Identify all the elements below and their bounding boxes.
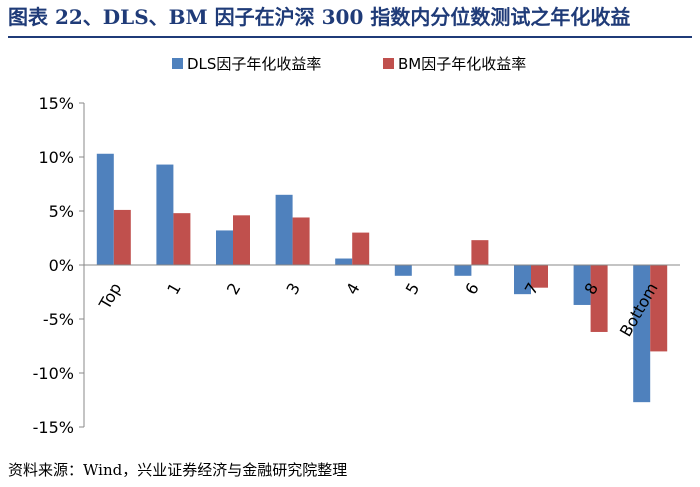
- bars: [96, 153, 668, 403]
- bar-bm-6: [471, 240, 489, 265]
- title-rule: [8, 36, 692, 38]
- x-tick-label: 6: [461, 280, 483, 298]
- bar-dls-4: [335, 258, 353, 265]
- x-tick-label: 5: [402, 280, 424, 298]
- legend-swatch: [383, 58, 394, 69]
- legend-swatch: [172, 58, 183, 69]
- bar-bm-4: [352, 232, 370, 265]
- y-tick-label: -10%: [33, 364, 74, 383]
- bar-bm-7: [531, 265, 548, 288]
- bar-dls-1: [156, 164, 174, 265]
- y-tick-label: -15%: [33, 418, 74, 437]
- bar-bm-2: [233, 215, 250, 265]
- bar-dls-8: [573, 265, 591, 305]
- chart-title: 图表 22、DLS、BM 因子在沪深 300 指数内分位数测试之年化收益: [8, 5, 631, 29]
- source-note: 资料来源：Wind，兴业证券经济与金融研究院整理: [8, 461, 348, 479]
- bar-dls-3: [275, 194, 293, 265]
- y-tick-label: 10%: [38, 148, 74, 167]
- bar-dls-top: [96, 153, 114, 265]
- y-tick-label: 15%: [38, 94, 74, 113]
- x-tick-label: 1: [163, 280, 185, 298]
- x-tick-label: 3: [283, 280, 305, 298]
- bar-bm-top: [113, 209, 131, 265]
- y-tick-label: 0%: [49, 256, 74, 275]
- bar-bm-1: [173, 213, 191, 265]
- legend: DLS因子年化收益率 BM因子年化收益率: [172, 55, 526, 73]
- y-tick-label: 5%: [49, 202, 74, 221]
- y-tick-label: -5%: [43, 310, 74, 329]
- x-tick-label: 4: [342, 280, 364, 298]
- legend-label: DLS因子年化收益率: [187, 55, 321, 73]
- bar-dls-2: [216, 230, 233, 265]
- y-axis-ticks: 15% 10% 5% 0% -5% -10% -15%: [33, 94, 84, 437]
- x-tick-label: 2: [223, 280, 245, 298]
- bar-dls-6: [454, 265, 472, 276]
- bar-dls-5: [394, 265, 412, 276]
- legend-label: BM因子年化收益率: [398, 55, 526, 73]
- bar-bm-3: [292, 217, 310, 265]
- bar-dls-bottom: [633, 265, 651, 403]
- bar-bm-8: [590, 265, 608, 332]
- x-tick-label: Top: [95, 280, 125, 314]
- bar-dls-7: [514, 265, 531, 295]
- bar-bm-bottom: [650, 265, 668, 352]
